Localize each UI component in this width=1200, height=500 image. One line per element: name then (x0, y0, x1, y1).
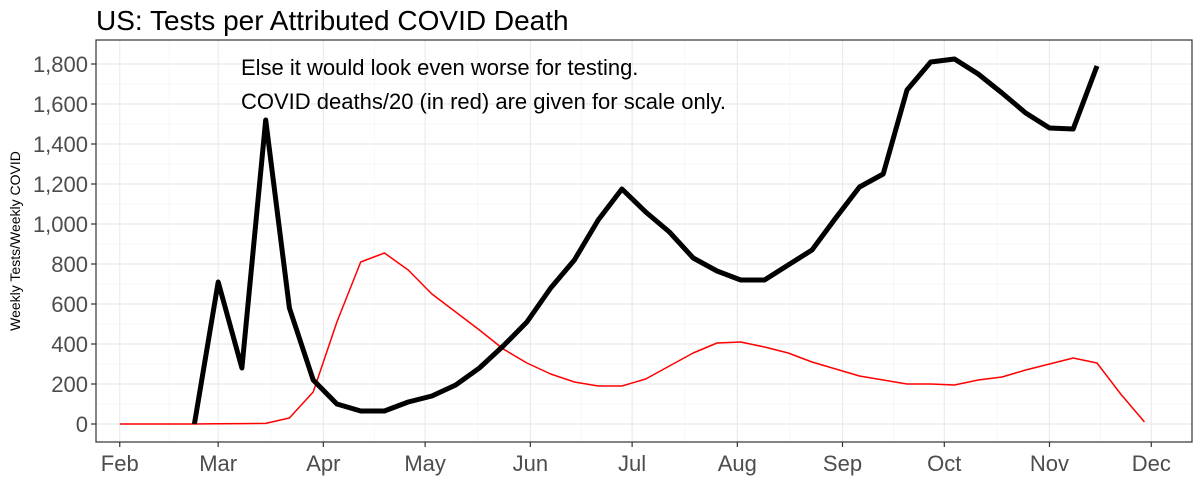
annotation-line-2: COVID deaths/20 (in red) are given for s… (241, 89, 726, 114)
y-tick-label: 1,600 (33, 92, 88, 117)
chart-title: US: Tests per Attributed COVID Death (96, 5, 569, 36)
x-tick-label: Mar (199, 451, 237, 476)
series-line-deaths-scaled (119, 252, 1146, 425)
x-tick-label: Feb (101, 451, 139, 476)
x-tick-label: Dec (1132, 451, 1171, 476)
x-tick-label: Nov (1030, 451, 1069, 476)
y-tick-label: 600 (51, 292, 88, 317)
x-tick-label: Apr (306, 451, 340, 476)
x-tick-label: Sep (823, 451, 862, 476)
y-axis-label: Weekly Tests/Weekly COVID (7, 151, 23, 331)
x-tick-label: Aug (718, 451, 757, 476)
annotation-line-1: Else it would look even worse for testin… (241, 55, 638, 80)
y-tick-label: 400 (51, 332, 88, 357)
y-tick-label: 1,800 (33, 52, 88, 77)
y-tick-label: 1,400 (33, 132, 88, 157)
y-tick-label: 1,200 (33, 172, 88, 197)
series-line-tests-per-death (191, 56, 1100, 425)
x-tick-label: Jul (618, 451, 646, 476)
axis-ticks: 0 200 400 600 800 1,000 1,200 1,400 1,600 1,800 Fe… (33, 52, 1171, 476)
y-tick-label: 800 (51, 252, 88, 277)
series-lines (119, 56, 1146, 425)
y-tick-label: 200 (51, 372, 88, 397)
y-tick-label: 1,000 (33, 212, 88, 237)
y-tick-label: 0 (76, 412, 88, 437)
x-tick-label: May (404, 451, 446, 476)
x-tick-label: Jun (513, 451, 548, 476)
x-tick-label: Oct (927, 451, 961, 476)
plot-border (95, 39, 1193, 443)
